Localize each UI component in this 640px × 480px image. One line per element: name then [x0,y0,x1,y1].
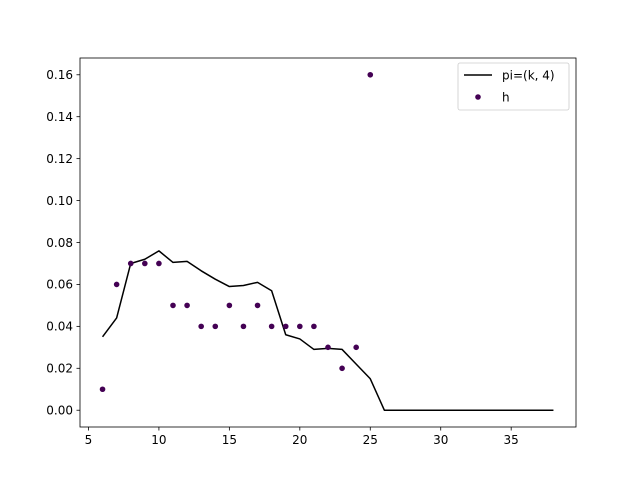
plot-frame [79,57,577,428]
scatter-point [297,323,303,330]
y-tick-label: 0.08 [46,236,73,250]
series-scatter-h [99,71,374,393]
scatter-point [254,302,261,309]
y-tick-label: 0.00 [46,404,73,418]
y-tick-label: 0.12 [46,152,73,166]
scatter-point [198,323,204,330]
x-tick-label: 15 [222,433,237,447]
scatter-point [339,365,345,372]
y-axis-ticks: 0.00 0.02 0.04 0.06 0.08 0.10 0.12 0.14 0.16 [46,68,80,418]
scatter-point [311,323,317,330]
y-tick-label: 0.14 [46,110,73,124]
scatter-point [282,323,289,330]
x-tick-label: 10 [151,433,166,447]
y-tick-label: 0.16 [46,68,73,82]
scatter-point [142,260,148,267]
scatter-point [268,323,275,330]
scatter-point [325,344,331,351]
scatter-point [99,386,106,393]
y-tick-label: 0.06 [46,278,73,292]
scatter-point [353,344,359,351]
scatter-point [367,71,374,78]
scatter-point [240,323,247,330]
scatter-point [170,302,176,309]
scatter-point [226,302,233,309]
legend-marker-swatch [475,94,481,100]
scatter-point [113,281,120,288]
x-tick-label: 30 [433,433,448,447]
x-axis-ticks: 5 10 15 20 25 30 35 [85,427,519,447]
x-tick-label: 35 [504,433,519,447]
y-tick-label: 0.04 [46,320,73,334]
scatter-point [127,260,134,267]
x-tick-label: 5 [85,433,93,447]
scatter-point [212,323,219,330]
x-tick-label: 25 [363,433,378,447]
legend: pi=(k, 4) h [457,62,570,111]
scatter-point [156,260,162,267]
legend-label-scatter: h [502,91,510,105]
plot-area [80,58,576,427]
scatter-point [184,302,190,309]
x-tick-label: 20 [292,433,307,447]
y-tick-label: 0.10 [46,194,73,208]
legend-label-line: pi=(k, 4) [502,69,555,83]
y-tick-label: 0.02 [46,362,73,376]
